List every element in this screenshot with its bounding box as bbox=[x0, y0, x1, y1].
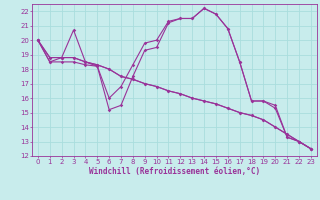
X-axis label: Windchill (Refroidissement éolien,°C): Windchill (Refroidissement éolien,°C) bbox=[89, 167, 260, 176]
